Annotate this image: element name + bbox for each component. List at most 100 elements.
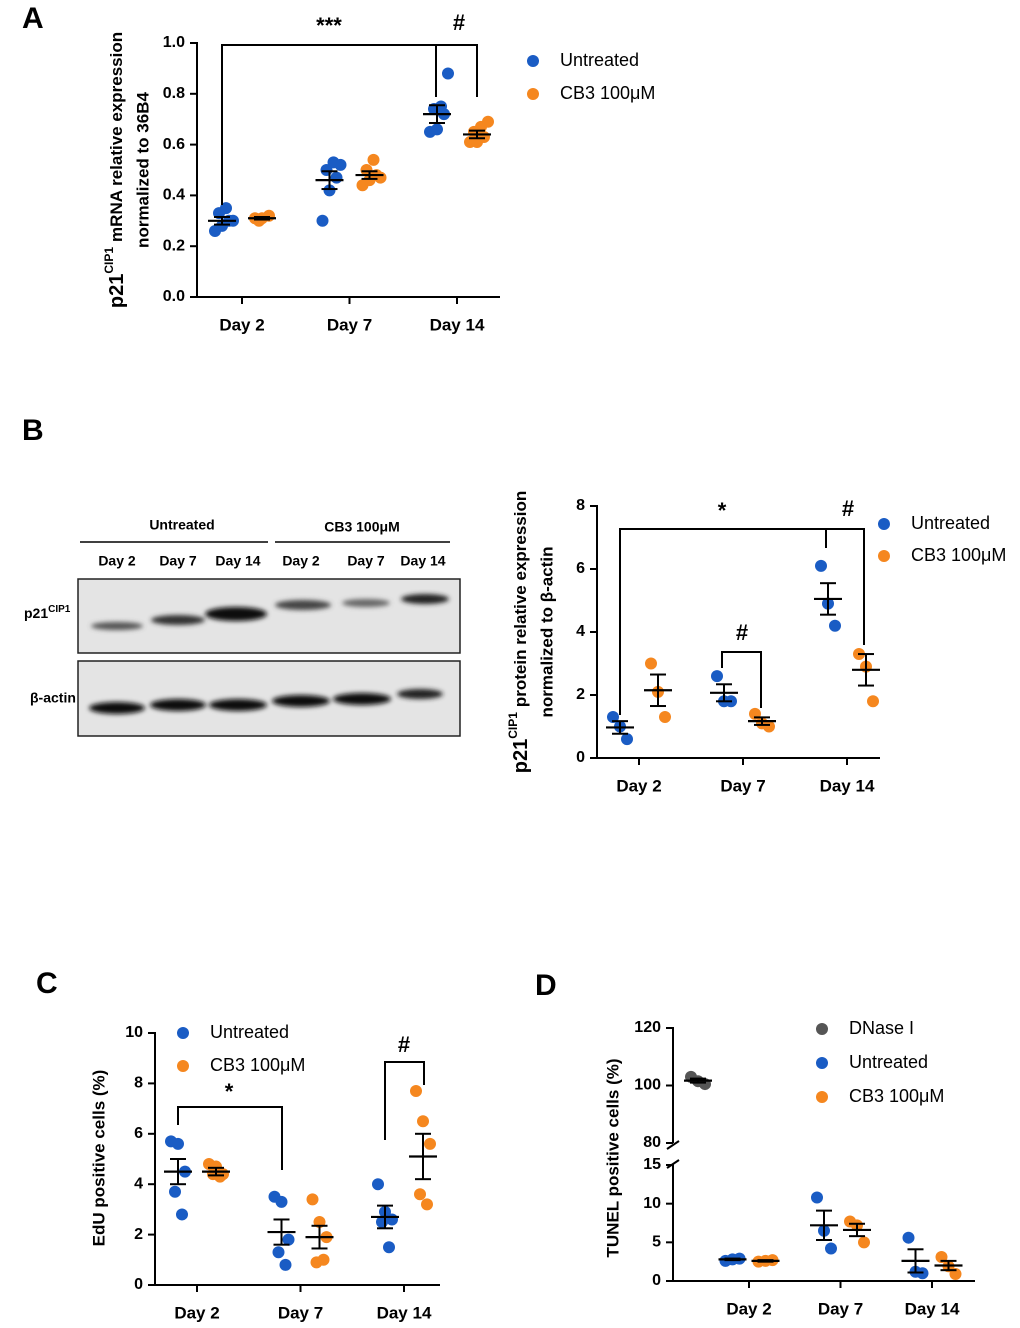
data-point <box>815 559 827 572</box>
panel-label: B <box>22 414 44 447</box>
sem-bar <box>254 215 270 221</box>
data-point <box>442 67 454 80</box>
x-tick-label: Day 7 <box>327 315 372 334</box>
sem-bar <box>429 104 445 125</box>
band <box>275 600 331 610</box>
y-axis-label: normalized to 36B4 <box>133 92 152 248</box>
sem-bar <box>724 1257 741 1262</box>
y-tick-label: 5 <box>652 1234 661 1251</box>
sem-bar <box>690 1077 706 1084</box>
data-point <box>367 153 380 166</box>
gene: p21 <box>106 274 128 308</box>
data-point <box>421 1198 433 1211</box>
data-point <box>316 214 329 227</box>
legend-label: CB3 100μM <box>911 545 1006 565</box>
x-tick-label: Day 7 <box>720 776 765 795</box>
data-point <box>424 1137 436 1150</box>
x-tick-label: Day 2 <box>726 1299 771 1318</box>
blot-group: CB3 100μM <box>324 519 399 535</box>
legend-label: CB3 100μM <box>849 1086 944 1106</box>
legend-marker <box>878 518 890 530</box>
legend-marker <box>816 1023 828 1035</box>
data-point <box>763 720 775 733</box>
data-point <box>811 1191 823 1204</box>
significance-bracket <box>384 1061 425 1140</box>
data-point <box>272 1246 285 1259</box>
y-tick-label: 0 <box>576 749 585 766</box>
data-point <box>317 1253 330 1266</box>
lane-label: Day 2 <box>282 553 320 569</box>
significance-label: # <box>453 10 465 35</box>
legend-marker <box>816 1091 828 1103</box>
y-tick-label: 100 <box>634 1077 661 1094</box>
data-point <box>711 670 723 683</box>
data-point <box>330 171 343 184</box>
data-point <box>306 1193 319 1206</box>
blot-box <box>77 660 461 737</box>
data-point <box>825 1242 837 1255</box>
legend-marker <box>816 1057 828 1069</box>
y-tick-label: 0 <box>652 1272 661 1289</box>
legend-marker <box>527 88 539 100</box>
data-point <box>172 1137 184 1150</box>
sem-bar <box>754 716 770 726</box>
data-point <box>431 123 443 136</box>
data-point <box>374 171 387 184</box>
data-point <box>383 1241 395 1254</box>
y-tick-label: 80 <box>643 1134 661 1151</box>
band <box>333 693 391 705</box>
data-point <box>621 733 633 746</box>
legend-marker <box>878 550 890 562</box>
y-tick-label: 8 <box>576 497 585 514</box>
data-point <box>275 1195 288 1208</box>
band <box>272 695 330 707</box>
sem-bar <box>907 1248 924 1274</box>
significance-label: * <box>718 498 727 523</box>
band <box>397 689 443 699</box>
data-point <box>829 619 841 632</box>
sem-bar <box>208 1166 224 1177</box>
y-tick-label: 6 <box>134 1125 143 1142</box>
significance-label: *** <box>316 13 342 38</box>
data-point <box>607 711 619 724</box>
band <box>150 699 206 711</box>
y-tick-label: 2 <box>576 686 585 703</box>
legend-label: Untreated <box>911 513 990 533</box>
data-point <box>220 202 232 215</box>
sem-bar <box>716 683 732 703</box>
x-tick-label: Day 2 <box>616 776 661 795</box>
x-tick-label: Day 14 <box>377 1303 432 1322</box>
y-axis-label: p21CIP1 protein relative expression <box>506 491 532 774</box>
legend-label: Untreated <box>560 50 639 70</box>
blot-group: Untreated <box>149 517 214 533</box>
data-point <box>169 1185 181 1198</box>
y-tick-label: 4 <box>134 1175 143 1192</box>
y-tick-label: 0.8 <box>163 85 185 102</box>
y-tick-label: 4 <box>576 623 585 640</box>
y-tick-label: 10 <box>643 1195 661 1212</box>
y-tick-label: 120 <box>634 1019 661 1036</box>
sem-bar <box>361 170 378 180</box>
superscript: CIP1 <box>48 604 71 615</box>
band <box>205 607 267 621</box>
sem-bar <box>311 1224 328 1250</box>
data-point <box>410 1084 422 1097</box>
sem-bar <box>757 1259 774 1263</box>
legend-marker <box>177 1060 189 1072</box>
sem-bar <box>612 720 628 735</box>
sem-bar <box>849 1222 865 1238</box>
data-point <box>417 1115 429 1128</box>
superscript: CIP1 <box>506 712 520 739</box>
significance-label: # <box>736 620 748 645</box>
lane-label: Day 7 <box>159 553 197 569</box>
y-tick-label: 1.0 <box>163 34 185 51</box>
axis-break <box>666 1140 680 1150</box>
data-point <box>659 711 671 724</box>
y-tick-label: 6 <box>576 560 585 577</box>
sem-bar <box>650 673 666 708</box>
x-tick-label: Day 2 <box>219 315 264 334</box>
blot-box <box>77 578 461 654</box>
x-tick-label: Day 14 <box>430 315 485 334</box>
sem-bar <box>940 1259 957 1272</box>
